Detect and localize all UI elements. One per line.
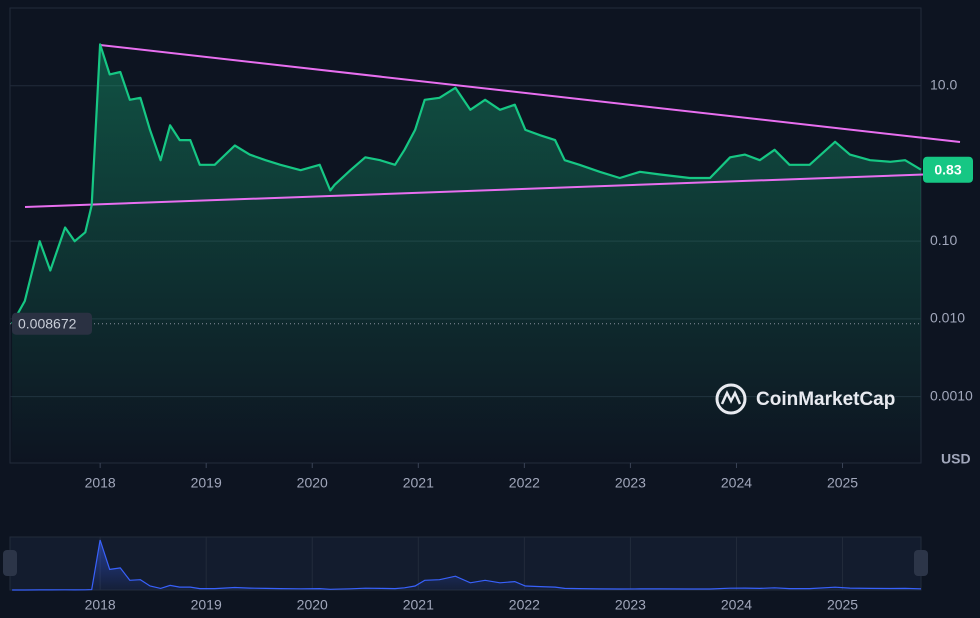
navigator-handle-left[interactable] — [3, 550, 17, 576]
trend-line-lower — [24, 172, 966, 208]
watermark: CoinMarketCap — [715, 383, 895, 415]
price-line — [11, 43, 922, 325]
x-tick-label: 2022 — [509, 475, 540, 491]
x-tick-label: 2023 — [615, 475, 646, 491]
navigator-line — [12, 539, 922, 591]
navigator-x-label: 2019 — [191, 597, 222, 613]
x-tick-label: 2019 — [191, 475, 222, 491]
x-tick-label: 2018 — [85, 475, 116, 491]
navigator-area — [12, 540, 922, 590]
y-tick-label: 10.0 — [930, 76, 957, 92]
y-tick-label: 0.10 — [930, 232, 957, 248]
y-tick-label: 0.0010 — [930, 387, 973, 403]
navigator-x-label: 2021 — [403, 597, 434, 613]
navigator-x-label: 2025 — [827, 597, 858, 613]
x-tick-label: 2021 — [403, 475, 434, 491]
y-tick-label: 0.010 — [930, 310, 965, 326]
navigator-x-label: 2018 — [85, 597, 116, 613]
last-price-label: 0.83 — [934, 161, 961, 177]
start-label: 0.008672 — [18, 315, 77, 331]
x-tick-label: 2025 — [827, 475, 858, 491]
watermark-text: CoinMarketCap — [756, 389, 895, 410]
start-label-bg — [12, 312, 92, 335]
navigator-x-label: 2023 — [615, 597, 646, 613]
currency-label: USD — [941, 451, 971, 467]
x-tick-label: 2024 — [721, 475, 752, 491]
last-price-bg — [923, 156, 973, 183]
trend-line-upper — [99, 44, 961, 143]
x-tick-label: 2020 — [297, 475, 328, 491]
navigator-handle-right[interactable] — [914, 550, 928, 576]
navigator-x-label: 2024 — [721, 597, 752, 613]
navigator-x-label: 2022 — [509, 597, 540, 613]
navigator-x-label: 2020 — [297, 597, 328, 613]
